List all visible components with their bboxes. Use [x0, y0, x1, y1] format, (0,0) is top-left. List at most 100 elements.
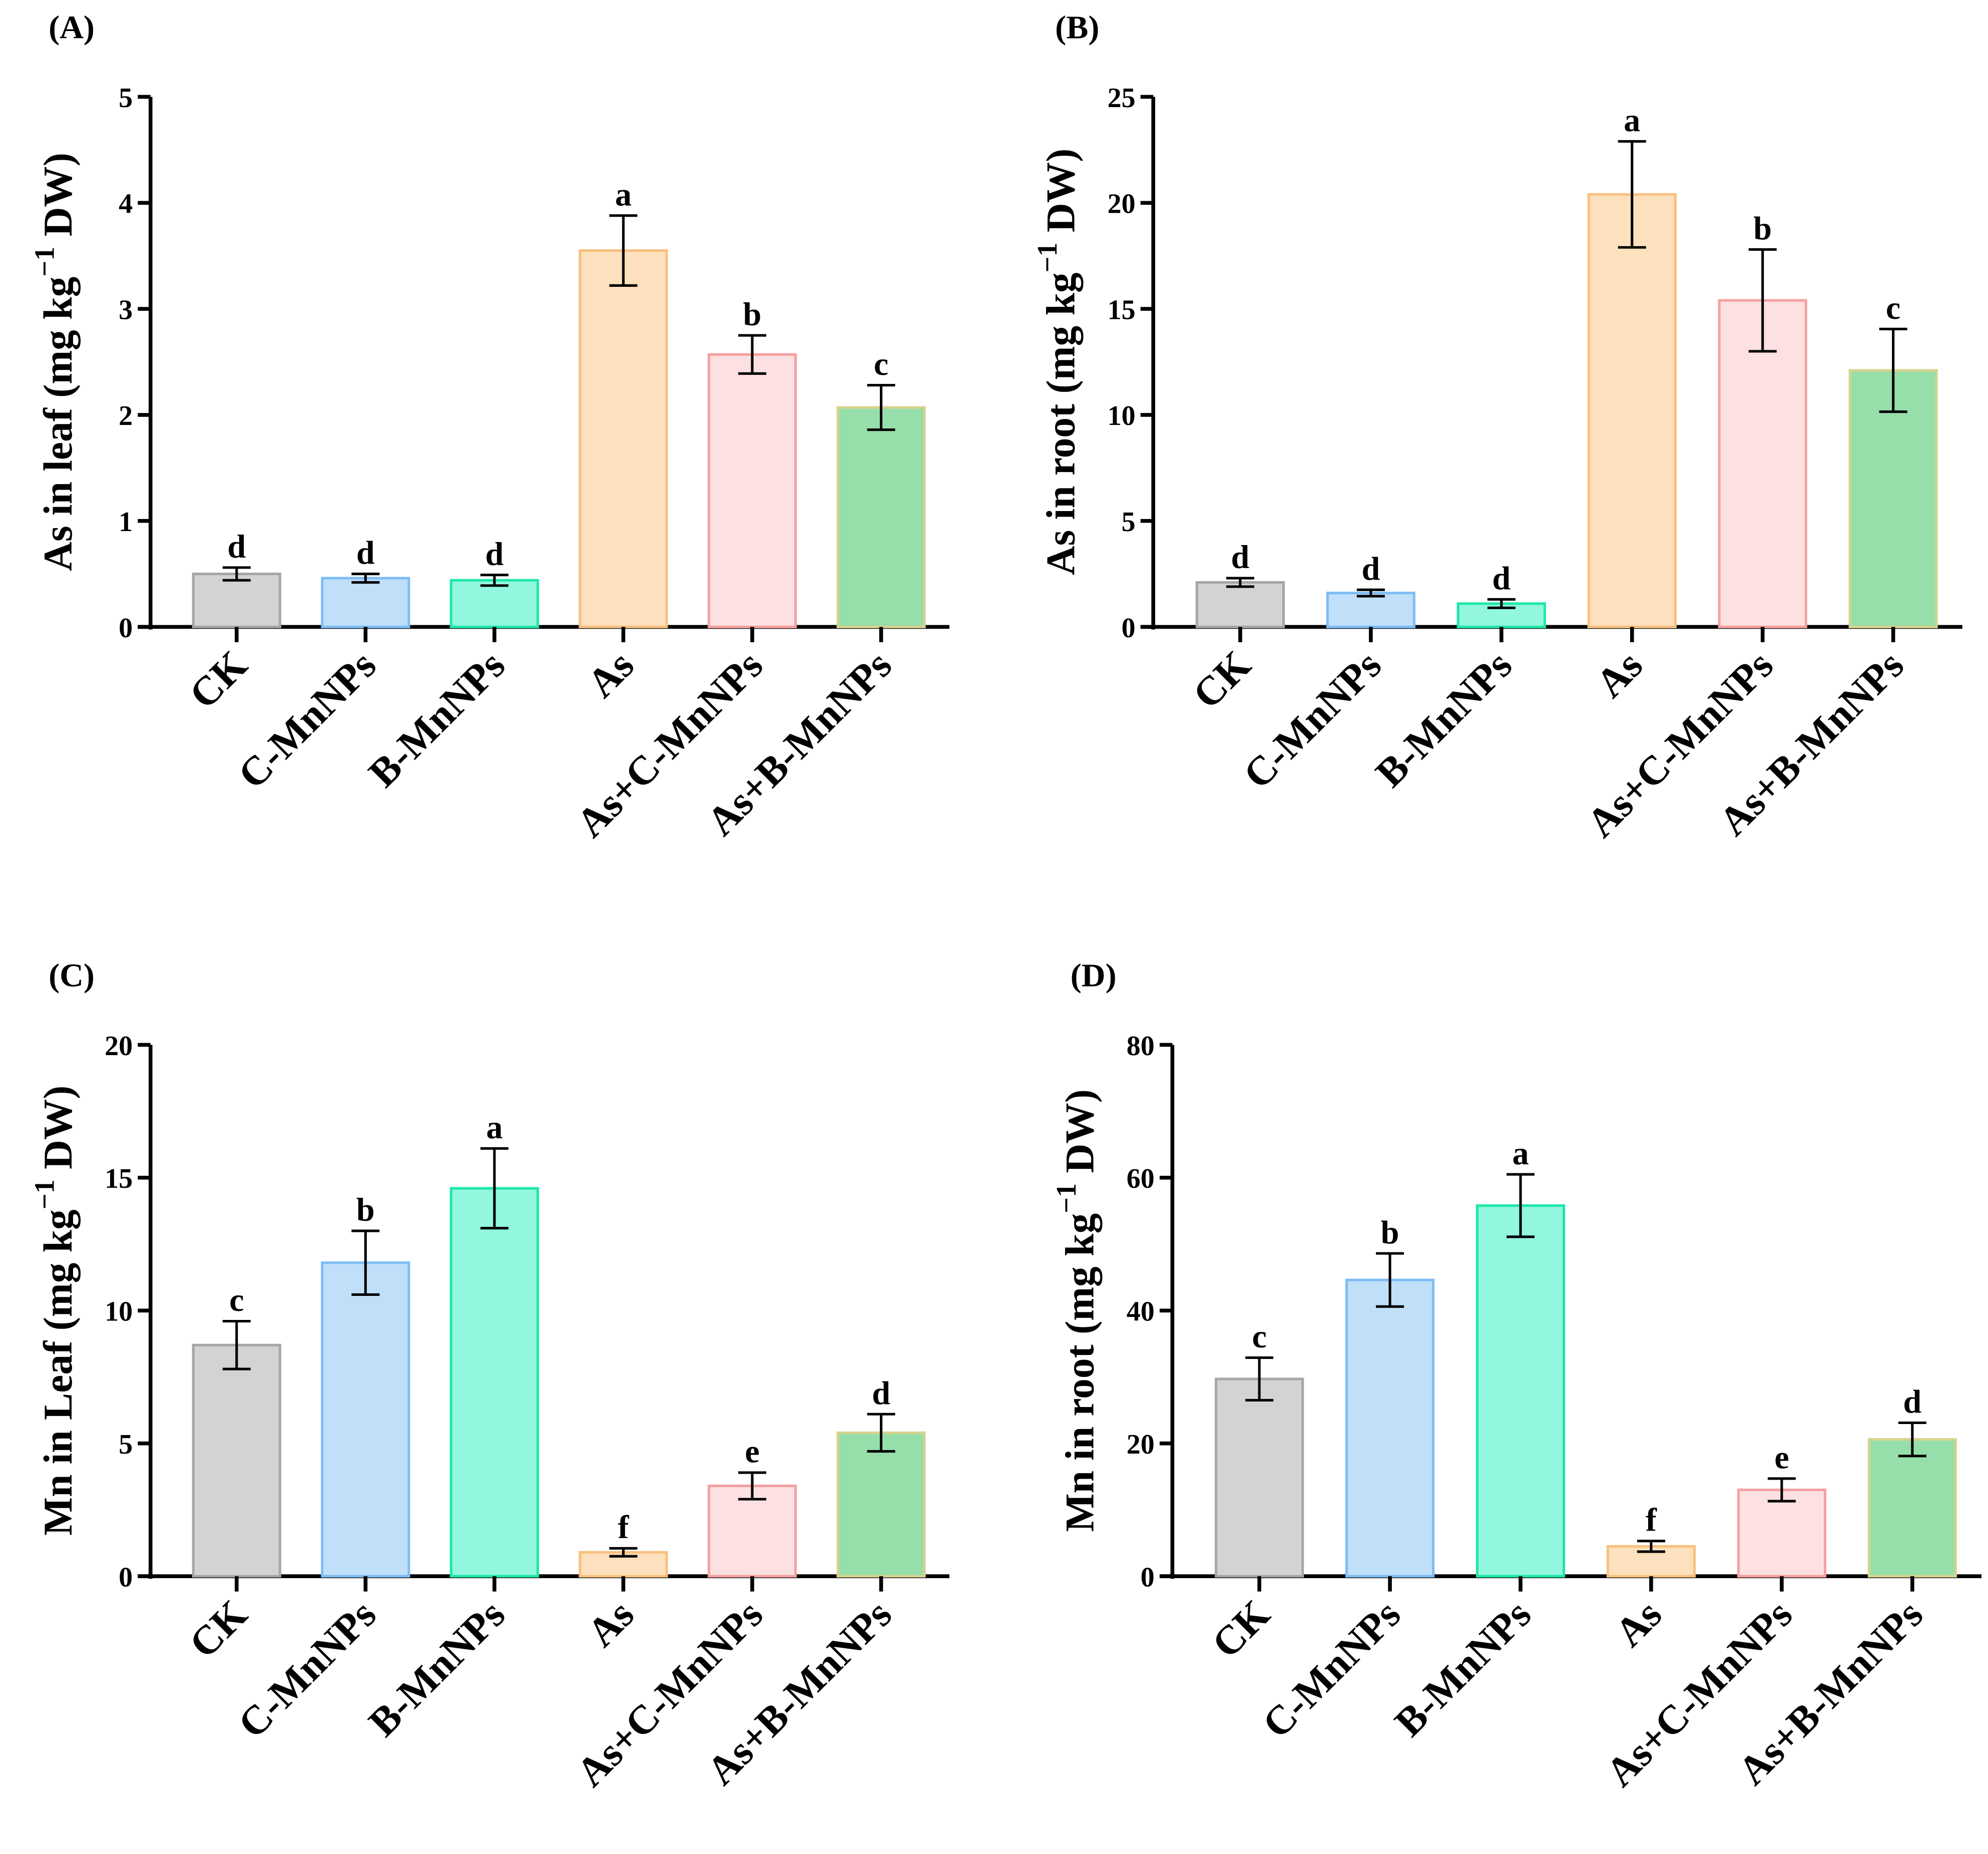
significance-letter: c [229, 1282, 244, 1318]
panel-label: (A) [49, 9, 95, 46]
y-axis-label: Mn in Leaf (mg kg−1 DW) [29, 1086, 81, 1536]
bar-b-mnnps [449, 579, 539, 629]
x-tick-label: B-MnNPs [1386, 1591, 1540, 1745]
bar-ck [1215, 1377, 1304, 1578]
significance-letter: b [1753, 210, 1772, 247]
bar-ck [1195, 581, 1285, 629]
y-tick-label: 4 [119, 189, 133, 220]
y-label-tail: DW) [35, 153, 81, 247]
significance-letter: a [486, 1109, 503, 1146]
bar-as [579, 249, 668, 629]
significance-letter: f [618, 1509, 629, 1546]
significance-letter: c [1252, 1318, 1266, 1355]
significance-letter: d [485, 536, 504, 572]
significance-letter: d [227, 529, 246, 565]
x-tick-label: C-MnNPs [229, 642, 385, 797]
x-tick-label: C-MnNPs [1254, 1591, 1409, 1747]
bar-c-mnnps [1326, 592, 1415, 629]
chart-panel-c: (C) 0 5 10 15 20 Mn in Leaf (mg kg−1 DW) c CK b C-… [29, 957, 949, 1795]
y-axis-label: As in leaf (mg kg−1 DW) [29, 153, 81, 571]
bar-as-plus-b-mnnps [1848, 369, 1938, 629]
panel-label: (D) [1071, 957, 1117, 994]
significance-letter: a [615, 176, 632, 213]
x-tick-label: As [1587, 642, 1651, 706]
panel-label: (B) [1055, 9, 1099, 46]
bar-c-mnnps [321, 577, 410, 629]
y-tick-label: 10 [1108, 400, 1136, 431]
x-tick-label: B-MnNPs [1366, 642, 1521, 796]
significance-letter: e [1774, 1440, 1789, 1476]
y-label-superscript: −1 [1032, 242, 1063, 272]
significance-letter: b [743, 296, 762, 333]
y-tick-label: 20 [1127, 1429, 1155, 1460]
y-tick-label: 15 [1108, 294, 1136, 325]
x-tick-label: As [578, 642, 642, 706]
bar-c-mnnps [321, 1261, 410, 1578]
significance-letter: b [356, 1192, 375, 1228]
bar-ck [192, 573, 281, 629]
significance-letter: d [356, 535, 375, 571]
y-tick-label: 15 [105, 1163, 133, 1194]
x-tick-label: B-MnNPs [360, 1591, 514, 1745]
x-tick-label: CK [1184, 642, 1259, 717]
y-label-tail: DW) [1038, 149, 1083, 243]
y-tick-label: 5 [1122, 507, 1136, 538]
x-tick-label: CK [180, 642, 256, 717]
bar-c-mnnps [1345, 1278, 1435, 1578]
y-tick-label: 0 [1122, 613, 1136, 644]
bar-as [1587, 193, 1677, 629]
y-axis-label: Mn in root (mg kg−1 DW) [1051, 1089, 1103, 1532]
chart-panel-a: (A) 0 1 2 3 4 5 As in leaf (mg kg−1 DW) d CK d C-Mn… [29, 9, 949, 846]
chart-panel-d: (D) 0 20 40 60 80 Mn in root (mg kg−1 DW) c CK b C… [1051, 957, 1981, 1795]
x-tick-label: As [578, 1591, 642, 1655]
y-tick-label: 2 [119, 400, 133, 431]
y-label-main: As in leaf (mg kg [35, 277, 81, 571]
bar-as-plus-c-mnnps [1737, 1488, 1826, 1578]
bar-as-plus-b-mnnps [836, 1431, 926, 1578]
y-axis-label: As in root (mg kg−1 DW) [1032, 149, 1084, 576]
y-label-main: Mn in Leaf (mg kg [35, 1209, 81, 1536]
bar-b-mnnps [449, 1187, 539, 1578]
bar-b-mnnps [1475, 1204, 1566, 1578]
y-label-tail: DW) [35, 1086, 81, 1180]
significance-letter: d [872, 1375, 890, 1412]
significance-letter: e [745, 1434, 759, 1470]
chart-panel-b: (B) 0 5 10 15 20 25 As in root (mg kg−1 DW) d CK d… [1032, 9, 1962, 846]
y-tick-label: 80 [1127, 1031, 1155, 1062]
y-tick-label: 5 [119, 83, 133, 114]
y-tick-label: 20 [105, 1031, 133, 1062]
y-tick-label: 1 [119, 507, 133, 538]
y-label-superscript: −1 [1051, 1183, 1082, 1213]
y-tick-label: 40 [1127, 1296, 1155, 1327]
x-tick-label: CK [180, 1591, 256, 1667]
y-tick-label: 10 [105, 1296, 133, 1327]
x-tick-label: CK [1203, 1591, 1279, 1667]
significance-letter: d [1231, 539, 1250, 576]
bar-as-plus-c-mnnps [707, 353, 797, 629]
y-tick-label: 60 [1127, 1163, 1155, 1194]
significance-letter: c [1886, 290, 1900, 326]
significance-letter: d [1361, 551, 1380, 587]
panel-label: (C) [49, 957, 95, 994]
bar-as-plus-c-mnnps [707, 1485, 797, 1578]
bar-as-plus-b-mnnps [1867, 1438, 1957, 1578]
x-tick-label: C-MnNPs [1234, 642, 1390, 797]
significance-letter: a [1624, 102, 1640, 139]
y-label-main: As in root (mg kg [1038, 272, 1083, 575]
y-tick-label: 0 [119, 1562, 133, 1593]
y-label-main: Mn in root (mg kg [1057, 1213, 1103, 1532]
y-label-tail: DW) [1057, 1089, 1103, 1183]
y-tick-label: 0 [119, 613, 133, 644]
significance-letter: b [1381, 1214, 1399, 1251]
significance-letter: c [874, 346, 888, 382]
y-tick-label: 0 [1141, 1562, 1155, 1593]
y-tick-label: 3 [119, 294, 133, 325]
significance-letter: d [1903, 1383, 1921, 1420]
x-tick-label: C-MnNPs [229, 1591, 385, 1747]
bar-as-plus-b-mnnps [836, 406, 926, 629]
y-label-superscript: −1 [29, 247, 60, 277]
x-tick-label: B-MnNPs [360, 642, 514, 796]
y-tick-label: 20 [1108, 189, 1136, 220]
y-tick-label: 5 [119, 1429, 133, 1460]
